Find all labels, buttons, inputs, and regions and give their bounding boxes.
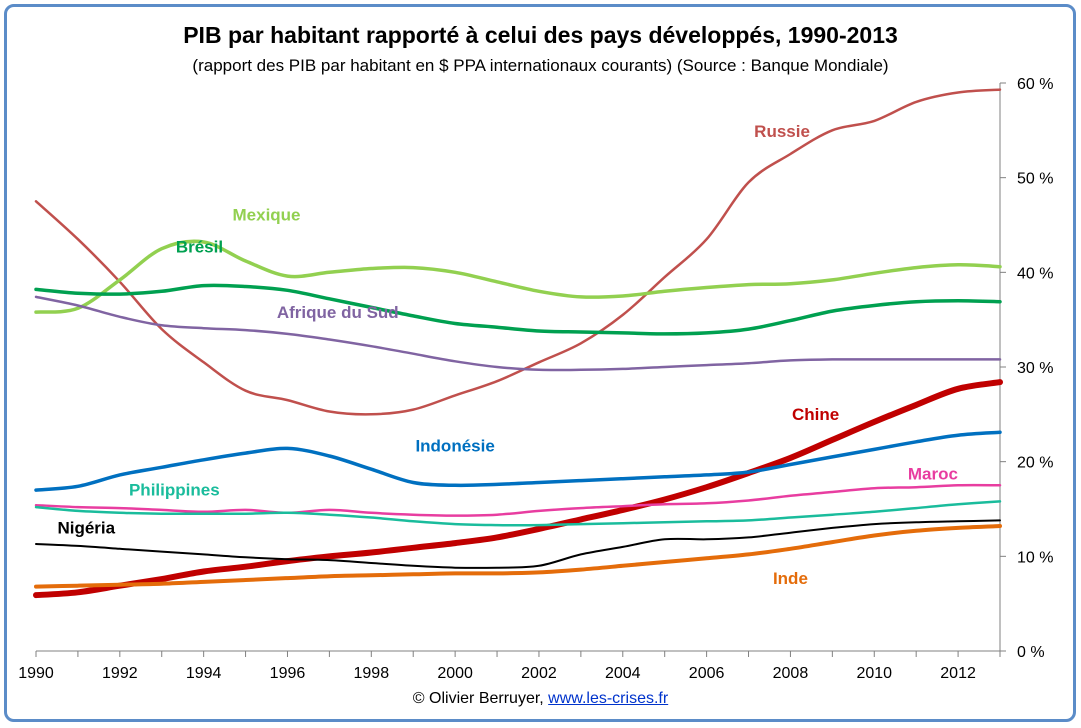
series-line-mexique <box>34 239 1002 314</box>
x-tick-label: 1992 <box>102 665 138 682</box>
x-tick-label: 2010 <box>856 665 892 682</box>
x-tick-label: 2004 <box>605 665 641 682</box>
y-tick-label: 10 % <box>1017 549 1053 566</box>
series-label-philippines: Philippines <box>129 481 220 500</box>
axes: 1990 1992 1994 1996 1998 2000 2002 2004 2006 2008… <box>18 76 1053 682</box>
series-label-maroc: Maroc <box>908 465 958 484</box>
y-tick-label: 50 % <box>1017 171 1053 188</box>
footer-copyright: © Olivier Berruyer, <box>412 690 549 707</box>
series-labels: Russie Mexique Brésil Afrique du Sud Chine In… <box>57 122 958 588</box>
series-label-afrique-du-sud: Afrique du Sud <box>277 303 399 322</box>
x-tick-label: 1990 <box>18 665 54 682</box>
series-line-chine <box>33 379 1003 599</box>
chart-subtitle: (rapport des PIB par habitant en $ PPA i… <box>192 56 889 75</box>
series-label-indonesie: Indonésie <box>415 436 494 455</box>
series-line-indonesie <box>34 430 1002 492</box>
series-label-russie: Russie <box>754 122 810 141</box>
x-tick-label: 2002 <box>521 665 557 682</box>
series-label-nigeria: Nigéria <box>57 519 115 538</box>
series-line-inde <box>34 524 1002 589</box>
x-tick-label: 1996 <box>270 665 306 682</box>
series-line-philippines <box>34 500 1002 527</box>
x-tick-label: 1998 <box>354 665 390 682</box>
series-line-nigeria <box>35 519 1001 569</box>
series-label-bresil: Brésil <box>176 237 223 256</box>
y-tick-label: 40 % <box>1017 265 1053 282</box>
footer-link[interactable]: www.les-crises.fr <box>548 690 669 707</box>
series-line-russie <box>34 88 1002 416</box>
x-tick-label: 2000 <box>437 665 473 682</box>
chart-title: PIB par habitant rapporté à celui des pa… <box>183 22 898 48</box>
series-line-afrique-du-sud <box>34 295 1002 372</box>
x-tick-label: 1994 <box>186 665 222 682</box>
series-line-maroc <box>34 483 1002 517</box>
x-tick-label: 2008 <box>773 665 809 682</box>
y-tick-label: 20 % <box>1017 455 1053 472</box>
y-tick-label: 60 % <box>1017 76 1053 93</box>
footer: © Olivier Berruyer, www.les-crises.fr <box>0 690 1081 708</box>
series-label-mexique: Mexique <box>233 205 301 224</box>
series-label-inde: Inde <box>773 569 808 588</box>
series-lines <box>33 88 1003 599</box>
y-tick-label: 0 % <box>1017 644 1045 661</box>
series-line-bresil <box>34 283 1002 336</box>
x-tick-label: 2012 <box>940 665 976 682</box>
y-tick-label: 30 % <box>1017 360 1053 377</box>
x-tick-label: 2006 <box>689 665 725 682</box>
series-label-chine: Chine <box>792 405 839 424</box>
